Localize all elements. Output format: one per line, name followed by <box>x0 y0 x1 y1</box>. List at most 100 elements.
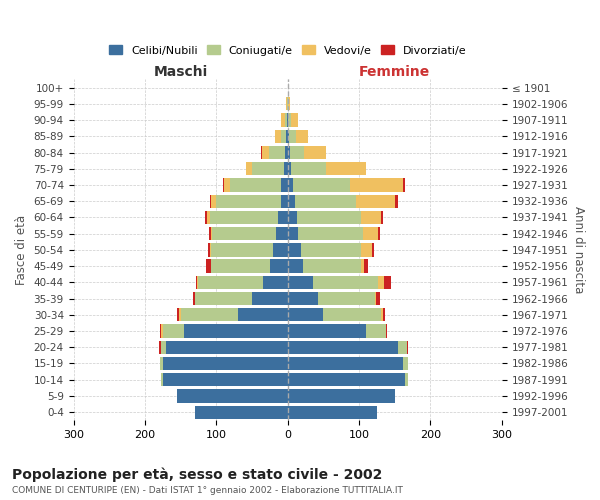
Bar <box>403 357 409 370</box>
Bar <box>291 114 298 126</box>
Bar <box>361 260 364 273</box>
Bar <box>361 243 372 256</box>
Bar <box>161 324 163 338</box>
Bar <box>289 97 290 110</box>
Bar <box>326 162 365 175</box>
Bar <box>290 162 326 175</box>
Bar <box>193 292 195 305</box>
Bar <box>211 260 270 273</box>
Bar <box>278 211 287 224</box>
Bar <box>275 130 281 143</box>
Bar <box>209 227 211 240</box>
Bar <box>196 276 197 289</box>
Bar <box>313 276 379 289</box>
Bar <box>212 227 276 240</box>
Bar <box>380 308 383 322</box>
Bar <box>281 114 285 126</box>
Legend: Celibi/Nubili, Coniugati/e, Vedovi/e, Divorziati/e: Celibi/Nubili, Coniugati/e, Vedovi/e, Di… <box>104 40 471 60</box>
Bar <box>160 324 161 338</box>
Bar <box>163 373 287 386</box>
Bar <box>211 227 212 240</box>
Bar <box>274 243 287 256</box>
Bar <box>287 373 406 386</box>
Bar <box>287 114 289 126</box>
Bar <box>293 178 350 192</box>
Bar <box>263 276 287 289</box>
Bar <box>252 162 284 175</box>
Bar <box>287 227 298 240</box>
Bar <box>406 373 407 386</box>
Bar <box>210 243 211 256</box>
Bar <box>161 340 166 354</box>
Bar <box>304 146 326 159</box>
Bar <box>287 276 313 289</box>
Bar <box>223 178 224 192</box>
Bar <box>207 211 210 224</box>
Bar <box>317 292 375 305</box>
Bar <box>224 178 230 192</box>
Bar <box>289 130 296 143</box>
Bar <box>323 308 380 322</box>
Bar <box>208 243 210 256</box>
Bar <box>281 194 287 208</box>
Bar <box>381 211 383 224</box>
Bar <box>217 194 281 208</box>
Bar <box>287 390 395 402</box>
Bar <box>238 308 287 322</box>
Bar <box>269 146 285 159</box>
Bar <box>276 227 287 240</box>
Bar <box>285 114 287 126</box>
Bar <box>230 178 281 192</box>
Bar <box>270 260 287 273</box>
Bar <box>197 276 199 289</box>
Bar <box>301 243 361 256</box>
Bar <box>163 357 287 370</box>
Bar <box>195 292 252 305</box>
Bar <box>284 162 287 175</box>
Bar <box>286 130 287 143</box>
Bar <box>252 292 287 305</box>
Text: Popolazione per età, sesso e stato civile - 2002: Popolazione per età, sesso e stato civil… <box>12 468 382 482</box>
Bar <box>295 194 356 208</box>
Bar <box>403 178 406 192</box>
Bar <box>304 260 361 273</box>
Bar <box>372 243 374 256</box>
Bar <box>287 243 301 256</box>
Bar <box>281 178 287 192</box>
Bar <box>356 194 395 208</box>
Text: Maschi: Maschi <box>154 66 208 80</box>
Bar <box>379 276 384 289</box>
Bar <box>287 406 377 419</box>
Bar <box>375 292 376 305</box>
Bar <box>160 357 163 370</box>
Bar <box>210 194 211 208</box>
Bar <box>287 340 398 354</box>
Bar <box>177 390 287 402</box>
Bar <box>287 194 295 208</box>
Bar <box>362 227 379 240</box>
Bar <box>287 97 289 110</box>
Bar <box>287 308 323 322</box>
Bar <box>379 227 380 240</box>
Text: Femmine: Femmine <box>359 66 430 80</box>
Bar <box>287 178 293 192</box>
Bar <box>289 114 291 126</box>
Bar <box>287 211 297 224</box>
Bar <box>163 324 184 338</box>
Bar <box>285 146 287 159</box>
Y-axis label: Fasce di età: Fasce di età <box>15 215 28 285</box>
Bar <box>350 178 403 192</box>
Bar <box>286 97 287 110</box>
Bar <box>195 406 287 419</box>
Bar <box>261 146 262 159</box>
Bar <box>287 146 290 159</box>
Bar <box>210 211 278 224</box>
Bar <box>384 276 391 289</box>
Bar <box>205 211 207 224</box>
Bar <box>366 324 386 338</box>
Bar <box>287 357 403 370</box>
Bar <box>159 340 161 354</box>
Bar <box>364 260 368 273</box>
Bar <box>211 243 274 256</box>
Bar <box>298 227 362 240</box>
